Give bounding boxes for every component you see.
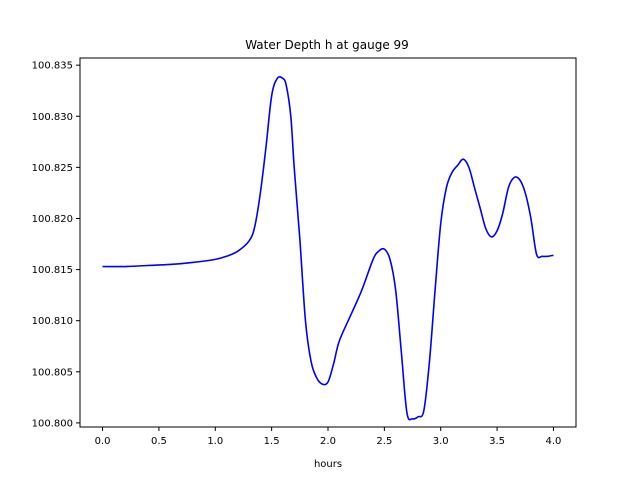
y-tick-label: 100.830	[32, 112, 73, 123]
x-tick-label: 0.0	[95, 436, 111, 447]
x-tick-label: 3.0	[433, 436, 449, 447]
y-tick-label: 100.835	[32, 61, 73, 72]
x-axis: 0.0 0.5 1.0 1.5 2.0 2.5 3.0 3.5 4.0	[95, 427, 562, 447]
y-tick-label: 100.810	[32, 316, 73, 327]
y-tick-label: 100.805	[32, 367, 73, 378]
y-tick-label: 100.815	[32, 265, 73, 276]
x-tick-label: 2.5	[376, 436, 392, 447]
x-tick-label: 4.0	[546, 436, 562, 447]
plot-area	[102, 76, 554, 421]
x-axis-label: hours	[314, 459, 342, 470]
x-tick-label: 3.5	[489, 436, 505, 447]
series-line	[102, 76, 554, 421]
x-tick-label: 2.0	[320, 436, 336, 447]
x-tick-label: 1.5	[264, 436, 280, 447]
y-tick-label: 100.825	[32, 163, 73, 174]
x-tick-label: 1.0	[207, 436, 223, 447]
y-axis: 100.800 100.805 100.810 100.815 100.820 100.8…	[32, 61, 80, 429]
chart-title: Water Depth h at gauge 99	[245, 38, 409, 52]
y-tick-label: 100.820	[32, 214, 73, 225]
x-tick-label: 0.5	[151, 436, 167, 447]
y-tick-label: 100.800	[32, 418, 73, 429]
